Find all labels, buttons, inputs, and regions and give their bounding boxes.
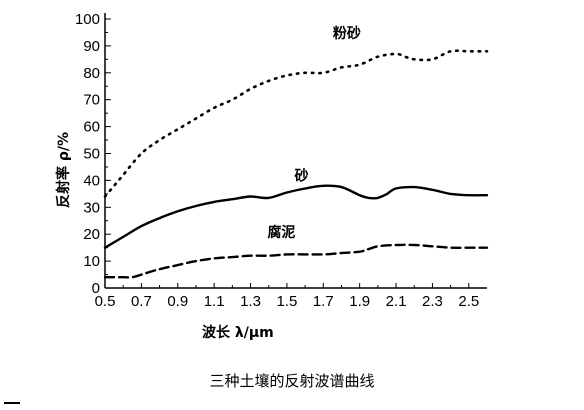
y-tick-label: 70 bbox=[83, 92, 100, 109]
series-lines bbox=[103, 49, 489, 279]
x-tick-label: 1.7 bbox=[313, 293, 334, 310]
x-tick-label: 1.1 bbox=[204, 293, 225, 310]
y-tick-label: 10 bbox=[83, 253, 100, 270]
x-tick-label: 0.9 bbox=[167, 293, 188, 310]
y-tick-label: 60 bbox=[83, 119, 100, 136]
y-axis-ticks: 0 10 20 30 40 50 60 70 80 90 100 bbox=[75, 11, 111, 297]
y-axis-label: 反射率 ρ/% bbox=[55, 132, 72, 208]
x-tick-label: 0.7 bbox=[131, 293, 152, 310]
y-tick-label: 100 bbox=[75, 11, 100, 28]
y-tick-label: 20 bbox=[83, 226, 100, 243]
x-tick-label: 2.3 bbox=[422, 293, 443, 310]
curve-label: 粉砂 bbox=[333, 25, 361, 42]
y-tick-label: 0 bbox=[92, 280, 100, 297]
series-line-dashed bbox=[103, 243, 489, 279]
corner-mark bbox=[4, 402, 20, 404]
series-line-dotted bbox=[103, 49, 489, 198]
axes bbox=[104, 13, 487, 289]
y-tick-label: 50 bbox=[83, 146, 100, 163]
y-tick-label: 40 bbox=[83, 172, 100, 189]
x-tick-label: 2.1 bbox=[386, 293, 407, 310]
figure-caption: 三种土壤的反射波谱曲线 bbox=[209, 372, 375, 390]
x-axis-label: 波长 λ/μm bbox=[202, 324, 274, 341]
x-tick-label: 1.5 bbox=[276, 293, 297, 310]
curve-label: 腐泥 bbox=[267, 224, 295, 241]
series-line-solid bbox=[103, 184, 489, 249]
x-tick-label: 1.9 bbox=[349, 293, 370, 310]
x-tick-label: 2.5 bbox=[458, 293, 479, 310]
y-tick-label: 30 bbox=[83, 199, 100, 216]
x-tick-label: 0.5 bbox=[95, 293, 116, 310]
x-tick-label: 1.3 bbox=[240, 293, 261, 310]
x-axis-ticks: 0.5 0.7 0.9 1.1 1.3 1.5 1.7 1.9 2.1 2.3 2.5 bbox=[95, 283, 479, 310]
y-tick-label: 90 bbox=[83, 38, 100, 55]
y-tick-label: 80 bbox=[83, 65, 100, 82]
curve-label: 砂 bbox=[293, 167, 308, 184]
